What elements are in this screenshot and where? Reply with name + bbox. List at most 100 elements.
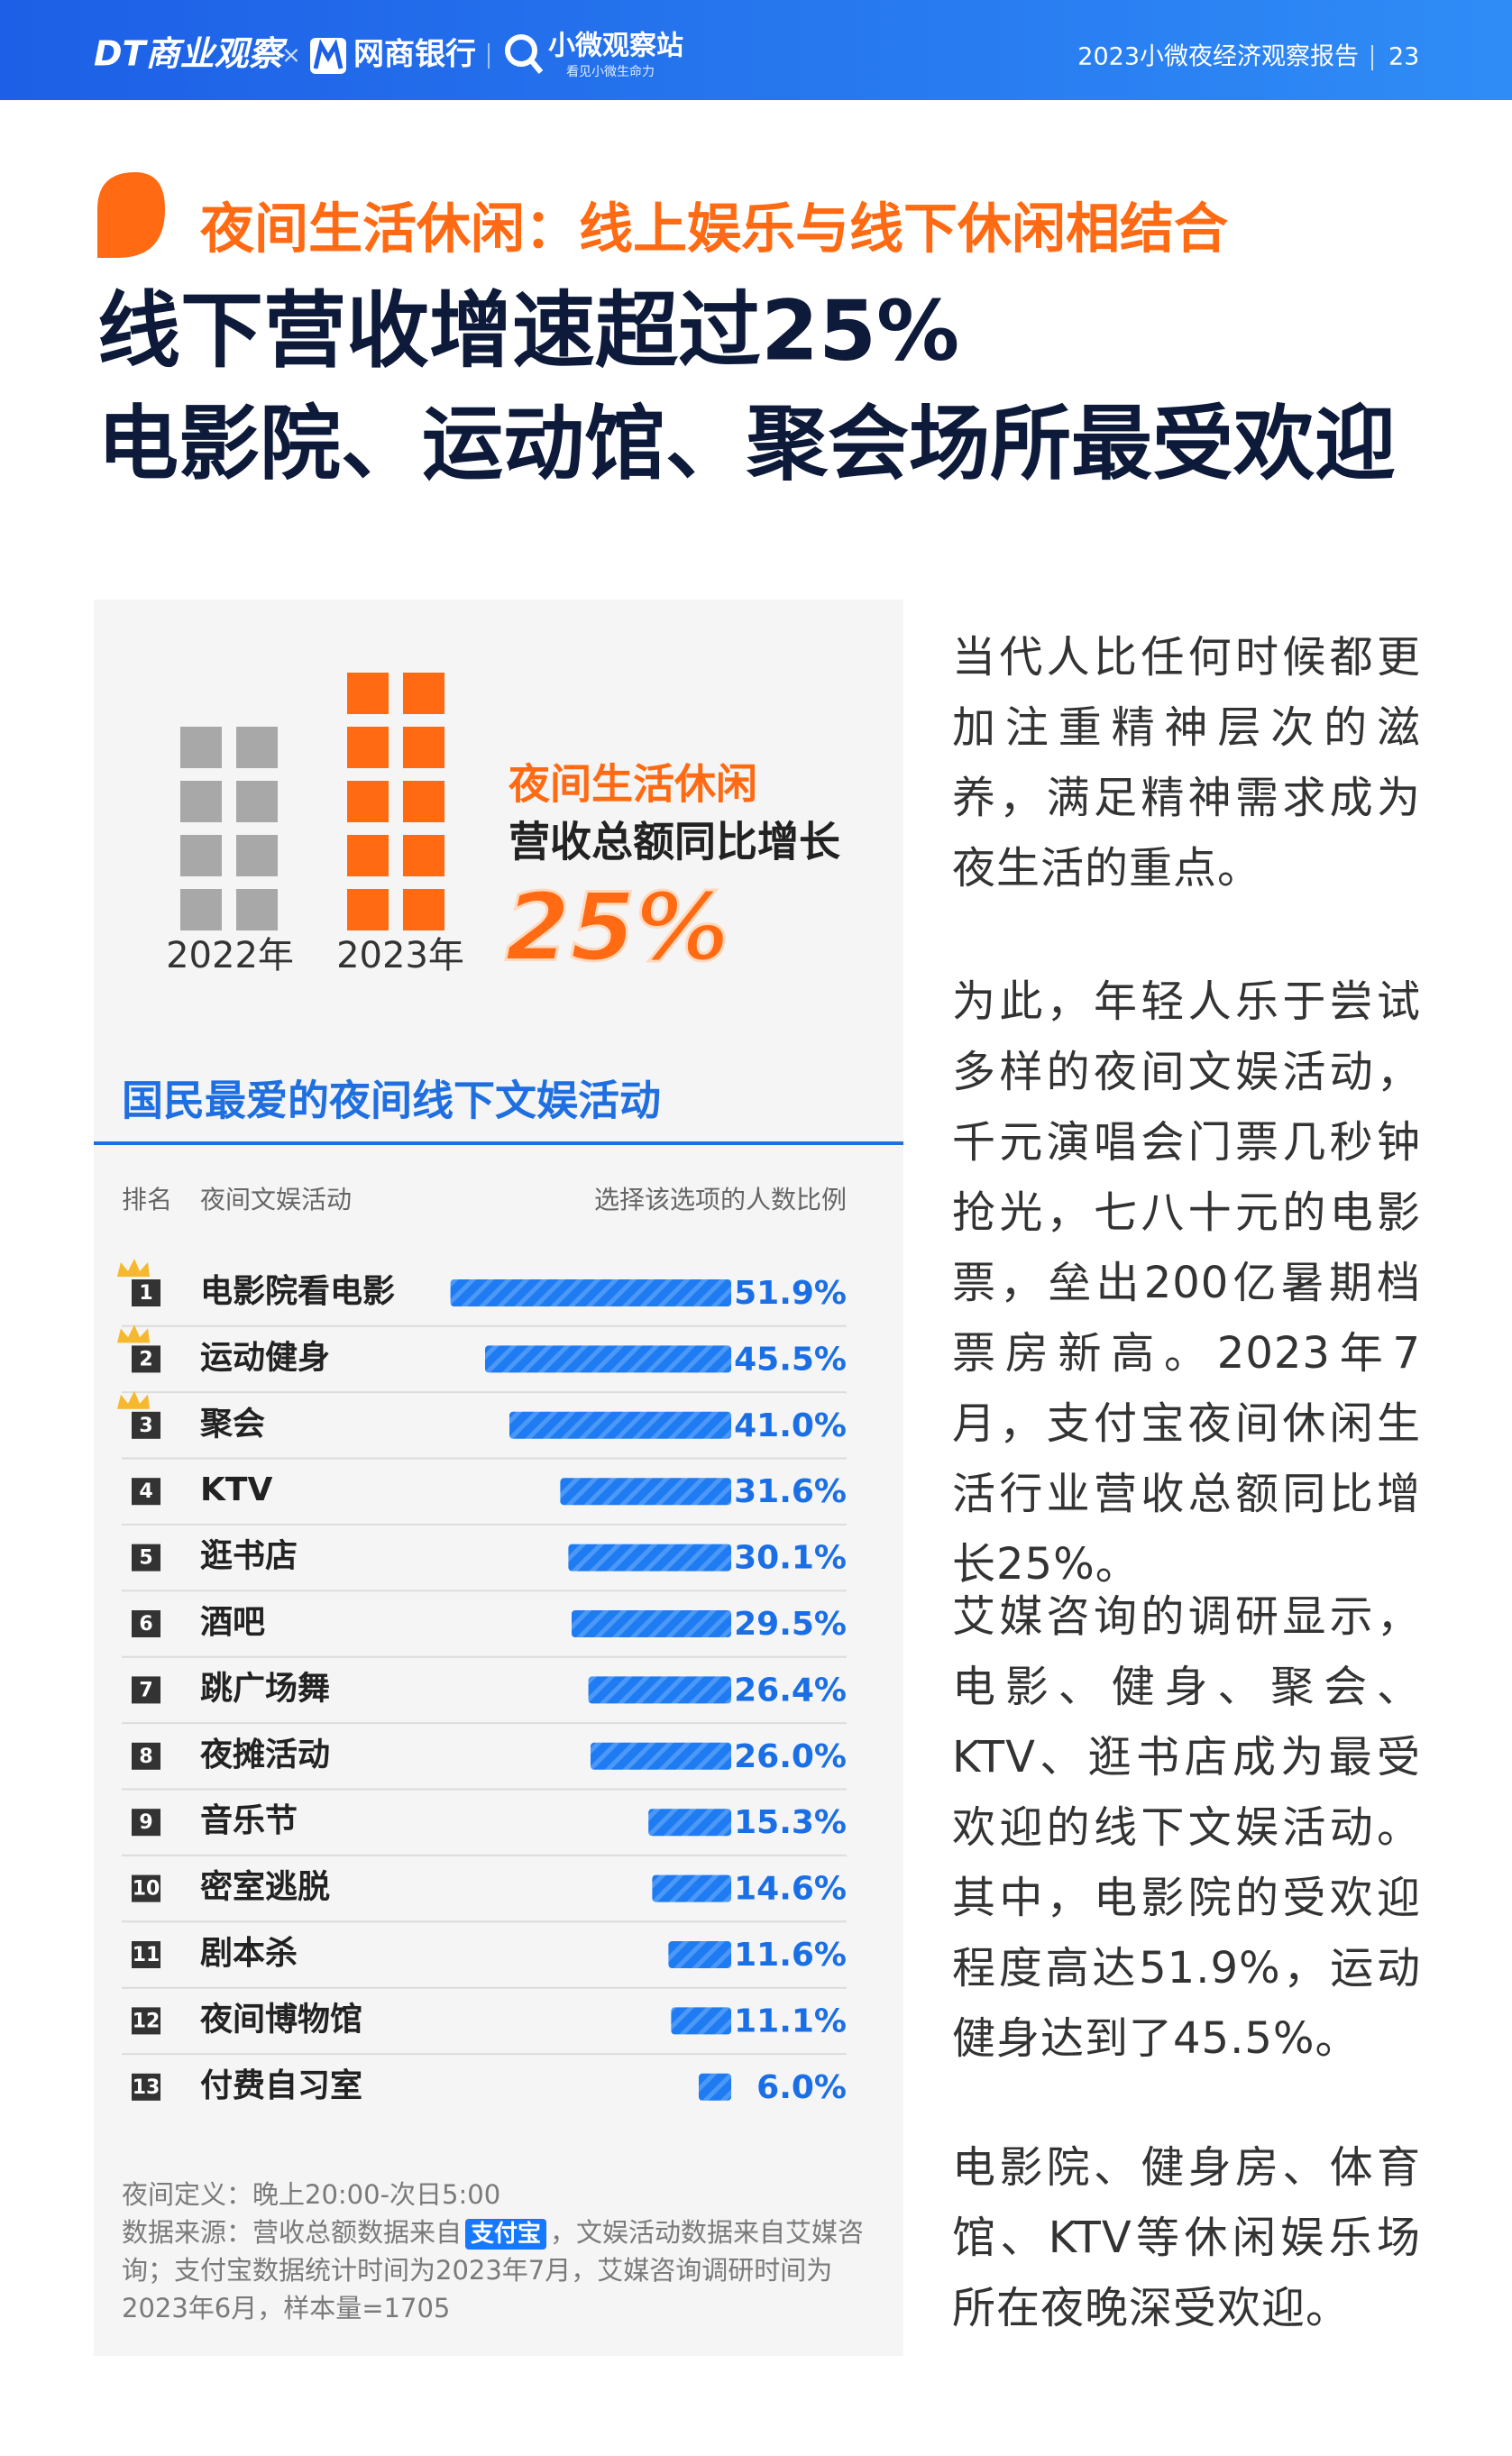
- note-definition: 夜间定义：晚上20:00-次日5:00: [122, 2179, 501, 2210]
- bar: [450, 1279, 731, 1306]
- section-marker: [97, 172, 165, 258]
- rank-badge: [132, 1411, 160, 1439]
- bar: [668, 1941, 731, 1968]
- brand-separator: ×: [281, 42, 301, 69]
- note-text: ，文娱活动数据来自艾媒咨询；支付宝数据统计时间为2023年7月，艾媒咨询调研时间…: [122, 2217, 865, 2323]
- note-source: 数据来源：营收总额数据来自 支付宝 ，文娱活动数据来自艾媒咨询；支付宝数据统计时间为…: [122, 2213, 870, 2327]
- value-label: 41.0%: [734, 1407, 847, 1444]
- headline: 线下营收增速超过25%: [97, 282, 959, 379]
- square-icon: [347, 781, 389, 822]
- note-text: 数据来源：营收总额数据来自: [122, 2217, 463, 2248]
- brand: 网商银行: [353, 37, 476, 73]
- square-icon: [403, 889, 444, 930]
- rank-number: 11: [133, 1944, 160, 1966]
- value-label: 45.5%: [734, 1341, 847, 1378]
- square-icon: [180, 889, 222, 930]
- square-icon: [347, 673, 389, 714]
- report-title: 2023小微夜经济观察报告: [1077, 43, 1359, 71]
- brand-slogan: 看见小微生命力: [566, 64, 655, 79]
- header-bar: [0, 0, 1512, 100]
- square-icon: [347, 835, 389, 876]
- rank-badge: [132, 2073, 160, 2101]
- category-label: KTV: [200, 1471, 272, 1508]
- rank-badge: [132, 1742, 160, 1770]
- square-icon: [236, 835, 278, 876]
- crown-icon: [117, 1390, 150, 1409]
- rank-badge: [132, 1610, 160, 1637]
- rank-badge: [132, 1279, 160, 1306]
- bar: [671, 2007, 731, 2035]
- bar: [572, 1610, 731, 1637]
- bar: [568, 1544, 731, 1572]
- column-header: 夜间文娱活动: [200, 1185, 352, 1214]
- category-label: 跳广场舞: [200, 1670, 330, 1707]
- section-label: 夜间生活休闲：线上娱乐与线下休闲相结合: [199, 198, 1228, 261]
- body-paragraph: 艾媒咨询的调研显示，电影、健身、聚会、KTV、逛书店成为最受欢迎的线下文娱活动。…: [952, 1591, 1421, 2064]
- headline: 电影院、运动馆、聚会场所最受欢迎: [97, 397, 1396, 491]
- value-label: 29.5%: [734, 1606, 847, 1643]
- notes: 夜间定义：晚上20:00-次日5:00 数据来源：营收总额数据来自 支付宝 ，文娱活…: [122, 2176, 870, 2327]
- body-paragraph: 电影院、健身房、体育馆、KTV等休闲娱乐场所在夜晚深受欢迎。: [952, 2142, 1421, 2333]
- value-label: 31.6%: [734, 1473, 847, 1510]
- value-label: 6.0%: [756, 2069, 847, 2106]
- rank-badge: [132, 1809, 160, 1837]
- card: [94, 600, 903, 2356]
- value-label: 26.0%: [734, 1738, 847, 1775]
- category-label: 运动健身: [200, 1339, 330, 1376]
- square-icon: [403, 673, 444, 714]
- value-label: 15.3%: [734, 1804, 847, 1841]
- rank-badge: [132, 1676, 160, 1704]
- rank-number: 5: [139, 1547, 152, 1570]
- rank-badge: [132, 1345, 160, 1373]
- rank-number: 1: [139, 1282, 152, 1305]
- square-icon: [180, 727, 222, 768]
- highlight-label: 夜间生活休闲: [508, 760, 757, 809]
- crown-icon: [117, 1259, 150, 1277]
- bar: [699, 2073, 731, 2101]
- category-label: 聚会: [199, 1406, 265, 1443]
- square-icon: [347, 727, 389, 768]
- value-label: 11.6%: [734, 1937, 847, 1974]
- rank-badge: [132, 1874, 160, 1902]
- square-icon: [403, 781, 444, 822]
- bar: [591, 1742, 731, 1770]
- rank-number: 8: [139, 1746, 152, 1768]
- bar: [485, 1345, 731, 1373]
- square-icon: [403, 727, 444, 768]
- source-logo: 支付宝: [465, 2219, 547, 2250]
- bar: [648, 1809, 731, 1837]
- category-label: 酒吧: [200, 1604, 265, 1641]
- category-label: 夜摊活动: [199, 1737, 330, 1773]
- brand-icon: [505, 34, 537, 67]
- square-icon: [180, 781, 222, 822]
- rank-number: 4: [139, 1480, 152, 1503]
- column-header: 排名: [122, 1185, 172, 1214]
- year-label: 2022年: [166, 935, 294, 976]
- rank-badge: [132, 2007, 160, 2035]
- category-label: 音乐节: [200, 1802, 298, 1839]
- square-icon: [236, 889, 278, 930]
- brand: DT商业观察: [94, 34, 288, 74]
- brand: 小微观察站: [548, 31, 683, 62]
- rank-badge: [132, 1478, 160, 1506]
- rank-number: 9: [139, 1811, 152, 1834]
- chart-title: 国民最爱的夜间线下文娱活动: [122, 1077, 661, 1125]
- body-paragraph: 当代人比任何时候都更加注重精神层次的滋养，满足精神需求成为夜生活的重点。: [952, 632, 1421, 894]
- category-label: 付费自习室: [200, 2067, 362, 2104]
- rank-number: 13: [133, 2076, 160, 2099]
- rank-number: 10: [133, 1878, 160, 1901]
- square-icon: [236, 781, 278, 822]
- page-number: 23: [1388, 43, 1419, 71]
- category-label: 密室逃脱: [200, 1868, 330, 1906]
- rank-number: 7: [139, 1679, 152, 1701]
- rank-number: 12: [133, 2010, 160, 2032]
- bar: [652, 1874, 731, 1902]
- rank-number: 6: [139, 1613, 152, 1636]
- rank-number: 2: [139, 1348, 152, 1370]
- square-icon: [347, 889, 389, 930]
- value-label: 14.6%: [734, 1871, 847, 1908]
- category-label: 逛书店: [200, 1538, 298, 1575]
- bar: [588, 1676, 731, 1704]
